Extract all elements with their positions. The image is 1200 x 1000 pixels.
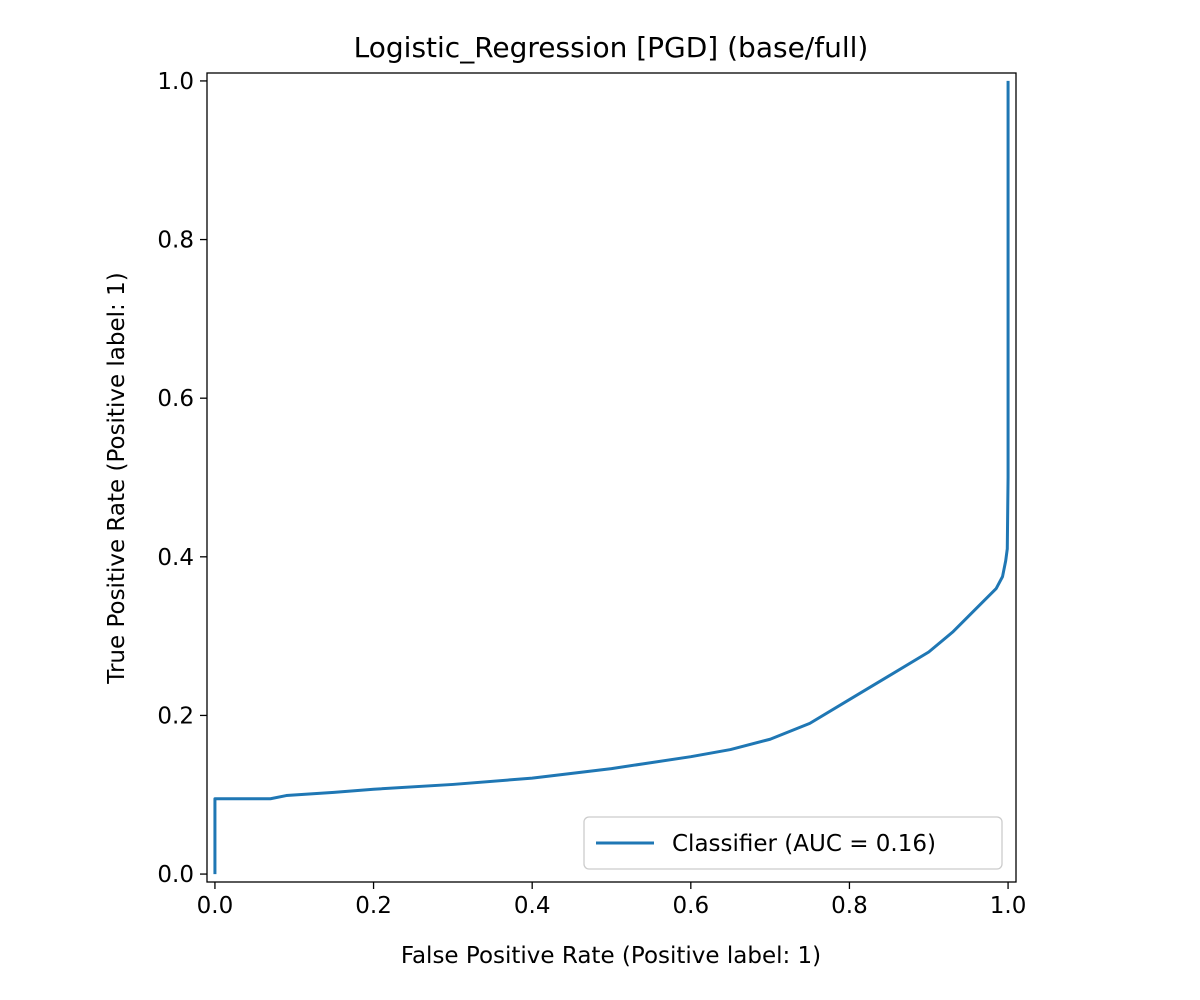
chart-title: Logistic_Regression [PGD] (base/full): [354, 31, 869, 64]
x-axis-ticks: 0.0 0.2 0.4 0.6 0.8 1.0: [197, 882, 1027, 919]
legend-box: [583, 816, 1003, 870]
legend: Classifier (AUC = 0.16): [583, 816, 1003, 870]
series-layer: [213, 80, 1010, 875]
x-tick-label: 0.0: [197, 893, 234, 919]
plot-area: [207, 73, 1016, 882]
x-axis-label: False Positive Rate (Positive label: 1): [401, 943, 821, 969]
y-axis-ticks: 0.0 0.2 0.4 0.6 0.8 1.0: [157, 69, 207, 888]
x-tick-label: 0.2: [355, 893, 392, 919]
x-tick-label: 0.8: [831, 893, 868, 919]
plot-background: [207, 73, 1016, 882]
legend-label-classifier: Classifier (AUC = 0.16): [672, 831, 936, 857]
y-axis-label: True Positive Rate (Positive label: 1): [104, 272, 130, 684]
y-tick-label: 0.4: [157, 545, 194, 571]
y-tick-label: 1.0: [157, 69, 194, 95]
y-tick-label: 0.8: [157, 228, 194, 254]
y-tick-label: 0.6: [157, 386, 194, 412]
y-tick-label: 0.2: [157, 703, 194, 729]
x-tick-label: 0.6: [673, 893, 710, 919]
x-tick-label: 1.0: [990, 893, 1027, 919]
x-tick-label: 0.4: [514, 893, 551, 919]
roc-curve-line: [213, 80, 1010, 875]
y-tick-label: 0.0: [157, 862, 194, 888]
axes-frame: [206, 72, 1017, 883]
